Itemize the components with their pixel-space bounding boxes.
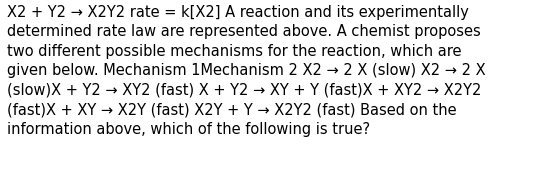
Text: X2 + Y2 → X2Y2 rate = k[X2] A reaction and its experimentally
determined rate la: X2 + Y2 → X2Y2 rate = k[X2] A reaction a… — [7, 5, 486, 137]
